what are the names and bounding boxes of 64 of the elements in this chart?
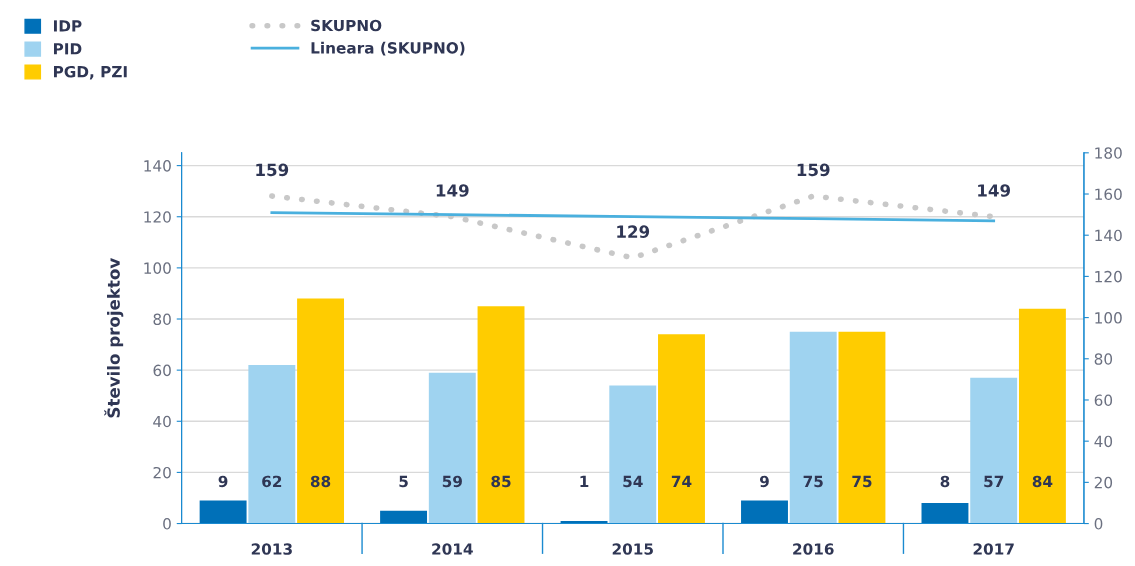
data-label: 149: [436, 184, 469, 197]
data-label: 9: [218, 475, 228, 488]
bar: [789, 331, 837, 524]
y-tick-label: 120: [144, 211, 171, 223]
bar: [297, 298, 345, 524]
y2-tick-label: 160: [1095, 188, 1122, 201]
data-label: 8: [940, 475, 950, 488]
legend-label: PID: [54, 43, 82, 55]
data-label: 159: [797, 163, 830, 177]
data-label: 59: [442, 475, 462, 488]
x-tick-label: 2016: [793, 543, 834, 555]
data-label: 57: [984, 475, 1004, 488]
bar: [838, 331, 886, 524]
y-tick-label: 0: [163, 518, 171, 530]
y-axis-title: Število projektov: [104, 258, 124, 418]
bar: [970, 377, 1018, 524]
data-label: 84: [1032, 475, 1053, 488]
y-tick-label: 20: [153, 466, 171, 479]
y2-tick-label: 40: [1094, 435, 1113, 448]
x-tick-label: 2014: [432, 543, 473, 555]
data-label: 149: [978, 184, 1011, 197]
y2-tick-label: 0: [1094, 518, 1103, 530]
data-label: 5: [399, 475, 408, 488]
bar: [248, 365, 296, 524]
data-label: 129: [617, 225, 650, 238]
data-label: 9: [759, 475, 769, 488]
y-tick-label: 80: [153, 313, 171, 326]
y-tick-label: 100: [144, 262, 171, 274]
legend-label: IDP: [54, 20, 82, 32]
y2-tick-label: 120: [1095, 270, 1122, 283]
legend-label: PGD, PZI: [54, 65, 127, 80]
data-label: 1: [580, 475, 589, 487]
bar: [609, 385, 657, 524]
data-label: 88: [310, 475, 331, 488]
data-label: 62: [262, 475, 282, 488]
y-tick-label: 140: [144, 160, 171, 172]
y2-tick-label: 100: [1095, 312, 1122, 324]
data-label: 85: [491, 475, 511, 488]
y2-tick-label: 60: [1094, 394, 1113, 406]
data-label: 75: [852, 475, 872, 488]
line-series: [270, 211, 996, 223]
bar: [1018, 308, 1066, 524]
data-label: 159: [256, 163, 289, 177]
y2-tick-label: 180: [1095, 147, 1122, 159]
x-tick-label: 2015: [612, 543, 653, 555]
data-label: 54: [623, 475, 643, 488]
bar: [477, 306, 525, 524]
y2-tick-label: 80: [1094, 353, 1113, 365]
bar: [428, 372, 476, 524]
legend-label: SKUPNO: [311, 19, 382, 32]
y-tick-label: 60: [153, 364, 171, 377]
data-label: 74: [671, 475, 692, 487]
y2-tick-label: 140: [1095, 229, 1122, 242]
bar: [380, 510, 428, 524]
y-tick-label: 40: [153, 415, 171, 428]
legend-label: Lineara (SKUPNO): [311, 41, 465, 56]
y2-tick-label: 20: [1094, 476, 1113, 489]
bar: [921, 503, 969, 524]
x-tick-label: 2017: [973, 543, 1014, 555]
bar: [199, 500, 247, 524]
bar: [741, 500, 788, 524]
bar: [658, 334, 705, 524]
x-tick-label: 2013: [251, 543, 292, 555]
data-label: 75: [803, 475, 823, 488]
